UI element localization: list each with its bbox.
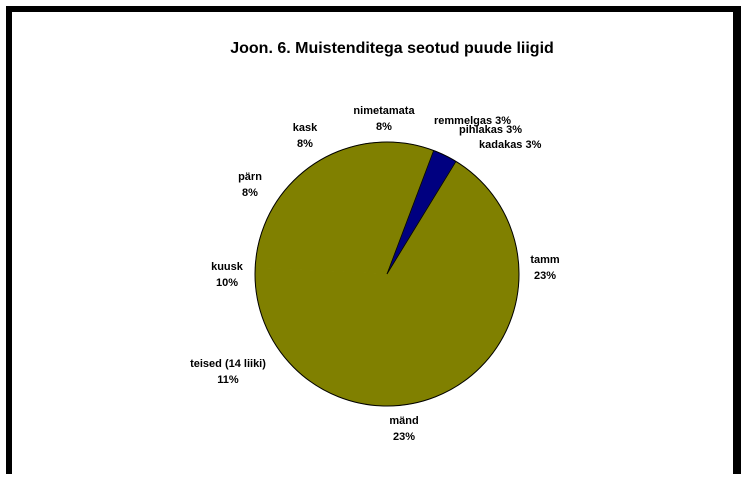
label-nimetamata-pct: 8% [376,121,392,133]
label-parn-pct: 8% [242,187,258,199]
label-kask-name: kask [293,122,318,134]
label-tamm-name: tamm [530,254,560,266]
label-teised-name: teised (14 liiki) [190,358,266,370]
label-parn-name: pärn [238,171,262,183]
slice-edge-2 [386,161,457,275]
pie-outline [254,141,520,407]
label-kuusk-pct: 10% [216,277,238,289]
label-mand-pct: 23% [393,431,415,443]
label-teised-pct: 11% [217,374,239,386]
label-kuusk-name: kuusk [211,261,244,273]
label-tamm-pct: 23% [534,270,556,282]
label-nimetamata-name: nimetamata [353,105,415,117]
label-remmelgas: remmelgas 3% [434,115,511,127]
slice-edge-1 [386,150,435,275]
label-kask-pct: 8% [297,138,313,150]
chart-title: Joon. 6. Muistenditega seotud puude liig… [230,40,554,57]
label-kadakas: kadakas 3% [479,139,542,151]
label-mand-name: mänd [389,415,418,427]
label-pihlakas: pihlakas 3% [459,124,522,136]
pie-slices [254,141,520,407]
